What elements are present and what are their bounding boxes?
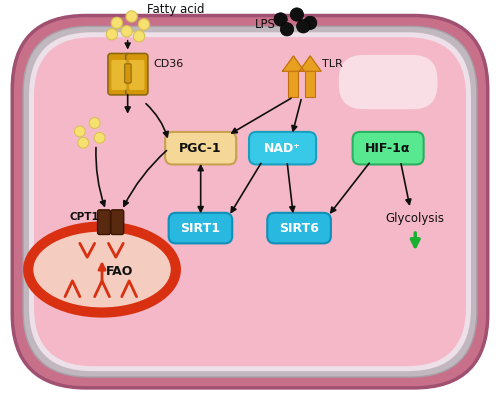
Polygon shape — [300, 56, 321, 71]
FancyBboxPatch shape — [126, 53, 148, 95]
Text: Fatty acid: Fatty acid — [148, 3, 205, 16]
FancyBboxPatch shape — [111, 210, 124, 234]
FancyBboxPatch shape — [305, 71, 315, 97]
Circle shape — [78, 137, 88, 148]
Text: TLR: TLR — [322, 59, 342, 69]
Text: SIRT6: SIRT6 — [279, 222, 319, 234]
FancyBboxPatch shape — [124, 64, 131, 83]
Circle shape — [296, 20, 310, 33]
Polygon shape — [282, 56, 304, 71]
Text: Glycolysis: Glycolysis — [386, 212, 444, 225]
Circle shape — [290, 8, 304, 21]
FancyBboxPatch shape — [108, 53, 130, 95]
Circle shape — [134, 30, 144, 42]
Text: CPT1: CPT1 — [70, 212, 100, 222]
FancyBboxPatch shape — [268, 213, 331, 244]
FancyBboxPatch shape — [98, 210, 110, 234]
Circle shape — [89, 118, 100, 128]
FancyBboxPatch shape — [352, 132, 424, 164]
Text: NAD⁺: NAD⁺ — [264, 142, 301, 155]
Circle shape — [274, 13, 287, 26]
Circle shape — [304, 16, 317, 30]
Ellipse shape — [23, 221, 181, 318]
Circle shape — [106, 29, 118, 40]
FancyBboxPatch shape — [339, 55, 438, 109]
Text: SIRT1: SIRT1 — [180, 222, 220, 234]
FancyBboxPatch shape — [112, 60, 126, 90]
FancyBboxPatch shape — [168, 213, 232, 244]
FancyBboxPatch shape — [34, 37, 466, 366]
FancyBboxPatch shape — [29, 32, 471, 371]
Text: PGC-1: PGC-1 — [180, 142, 222, 155]
Circle shape — [94, 132, 105, 143]
Text: CD36: CD36 — [154, 59, 184, 69]
FancyBboxPatch shape — [165, 132, 236, 164]
Text: FAO: FAO — [106, 265, 133, 278]
Circle shape — [74, 126, 85, 137]
Circle shape — [280, 23, 293, 36]
FancyBboxPatch shape — [23, 27, 477, 377]
Circle shape — [111, 17, 122, 29]
FancyBboxPatch shape — [12, 15, 488, 388]
Text: HIF-1α: HIF-1α — [366, 142, 411, 155]
FancyBboxPatch shape — [249, 132, 316, 164]
Circle shape — [126, 11, 138, 22]
Circle shape — [121, 26, 132, 37]
FancyBboxPatch shape — [288, 71, 298, 97]
Text: LPS: LPS — [255, 18, 276, 31]
Ellipse shape — [32, 231, 172, 308]
FancyBboxPatch shape — [129, 60, 144, 90]
Circle shape — [138, 19, 149, 30]
